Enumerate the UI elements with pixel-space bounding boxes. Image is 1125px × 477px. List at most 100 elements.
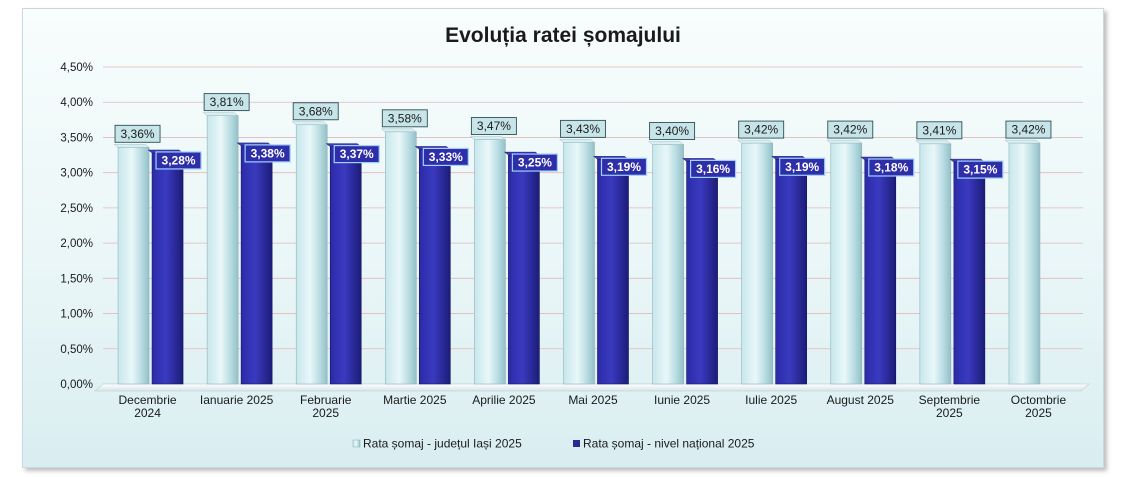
data-label-box (560, 119, 606, 138)
data-label-text: 3,43% (566, 122, 600, 136)
bar-top-iasi (826, 139, 863, 144)
data-labels: 3,36% 3,28% 3,81% 3,38% 3,68% 3,37% 3,58% 3,33%… (114, 93, 1052, 179)
data-label-text: 3,68% (299, 104, 333, 118)
y-tick-label: 1,50% (60, 273, 93, 285)
x-tick-label-line: Septembrie (919, 393, 981, 407)
bar-top-iasi (1004, 139, 1041, 144)
y-tick-label: 3,50% (60, 132, 93, 144)
unemployment-chart: Evoluția ratei șomajului 0,00% 0,50% 1,00%… (60, 24, 1091, 451)
y-tick-label: 0,50% (60, 344, 93, 356)
bar-national (508, 154, 540, 385)
data-label-national: 3,19% (779, 157, 826, 176)
data-label-iasi: 3,81% (203, 93, 250, 112)
data-label-box (1005, 120, 1052, 139)
bar-iasi (1008, 142, 1041, 385)
x-tick-label-line: Aprilie 2025 (472, 393, 536, 407)
x-tick-label-line: 2025 (1025, 406, 1052, 420)
data-label-text: 3,18% (874, 160, 908, 174)
data-label-text: 3,37% (340, 147, 374, 161)
data-label-text: 3,36% (121, 127, 155, 141)
x-tick-label: Decembrie 2024 (119, 393, 177, 420)
data-label-box (868, 158, 915, 177)
bar-national (864, 159, 897, 385)
data-label-text: 3,81% (210, 95, 244, 109)
data-label-iasi: 3,40% (649, 122, 696, 140)
y-tick-label: 4,50% (60, 62, 93, 74)
bar-national (597, 158, 629, 385)
data-label-text: 3,47% (477, 119, 511, 133)
x-tick-label: Iunie 2025 (654, 393, 710, 407)
data-label-box (470, 117, 517, 136)
data-label-box (827, 120, 874, 139)
bar-national (775, 158, 807, 385)
data-label-box (244, 144, 291, 163)
data-label-box (381, 109, 428, 128)
bar-iasi (919, 143, 952, 385)
x-tick-label: Februarie 2025 (300, 393, 352, 420)
x-tick-label-line: Ianuarie 2025 (200, 393, 274, 407)
x-tick-label: Ianuarie 2025 (200, 393, 274, 407)
x-tick-label-line: Februarie (300, 393, 352, 407)
legend-swatch-iasi (352, 439, 361, 448)
bar-iasi (741, 142, 773, 385)
bar-iasi (474, 139, 506, 385)
x-tick-label-line: Mai 2025 (568, 393, 618, 407)
y-tick-label: 2,00% (60, 238, 93, 250)
data-label-text: 3,42% (1011, 123, 1045, 137)
data-label-text: 3,40% (655, 124, 689, 138)
bar-top-iasi (737, 139, 774, 144)
legend-swatch-national (573, 440, 580, 447)
bar-top-iasi (469, 136, 507, 140)
x-tick-label-line: 2025 (936, 406, 963, 420)
legend-label-iasi: Rata șomaj - județul Iași 2025 (363, 437, 522, 451)
data-label-iasi: 3,42% (827, 120, 874, 139)
data-label-box (333, 145, 380, 164)
x-tick-label: Iulie 2025 (745, 393, 797, 407)
data-label-national: 3,38% (244, 144, 291, 163)
x-tick-label-line: 2024 (134, 406, 161, 420)
y-axis: 0,00% 0,50% 1,00% 1,50% 2,00% 2,50% 3,00% 3,50%… (60, 62, 93, 391)
data-label-iasi: 3,58% (381, 109, 428, 128)
bar-national (686, 161, 718, 385)
data-label-box (511, 153, 559, 172)
y-tick-label: 2,50% (60, 203, 93, 215)
data-label-national: 3,33% (422, 147, 469, 167)
data-label-box (779, 157, 826, 176)
data-label-box (292, 102, 339, 121)
data-label-box (114, 124, 161, 143)
data-label-national: 3,16% (689, 159, 737, 178)
data-label-box (916, 121, 963, 140)
data-label-iasi: 3,68% (292, 102, 339, 121)
bar-top-iasi (380, 128, 417, 133)
data-label-national: 3,15% (957, 160, 1004, 179)
legend-item-iasi: Rata șomaj - județul Iași 2025 (352, 437, 522, 451)
data-label-national: 3,19% (600, 157, 648, 176)
y-tick-label: 0,00% (60, 379, 93, 391)
x-tick-label: Octombrie 2025 (1011, 393, 1067, 420)
x-tick-label-line: Decembrie (119, 393, 177, 407)
bar-national (329, 146, 362, 385)
legend-label-national: Rata șomaj - nivel național 2025 (583, 437, 755, 451)
x-tick-label: Aprilie 2025 (472, 393, 536, 407)
bar-iasi (563, 142, 595, 385)
bar-iasi (117, 147, 150, 385)
data-label-box (689, 159, 737, 178)
data-label-text: 3,38% (251, 146, 285, 160)
x-tick-label: August 2025 (827, 393, 895, 407)
data-label-box (422, 147, 469, 167)
data-label-text: 3,15% (963, 163, 997, 177)
data-label-text: 3,33% (429, 150, 463, 164)
data-label-iasi: 3,47% (470, 117, 517, 136)
data-label-text: 3,28% (162, 153, 196, 167)
data-label-national: 3,25% (511, 153, 559, 172)
data-label-text: 3,58% (388, 111, 422, 125)
data-label-box (155, 151, 202, 170)
data-label-national: 3,28% (155, 151, 202, 170)
x-tick-label-line: Octombrie (1011, 393, 1067, 407)
data-label-text: 3,25% (518, 156, 552, 170)
data-label-text: 3,42% (833, 123, 867, 137)
bar-national (953, 161, 986, 385)
x-tick-label-line: Iunie 2025 (654, 393, 710, 407)
x-tick-label-line: August 2025 (827, 393, 895, 407)
